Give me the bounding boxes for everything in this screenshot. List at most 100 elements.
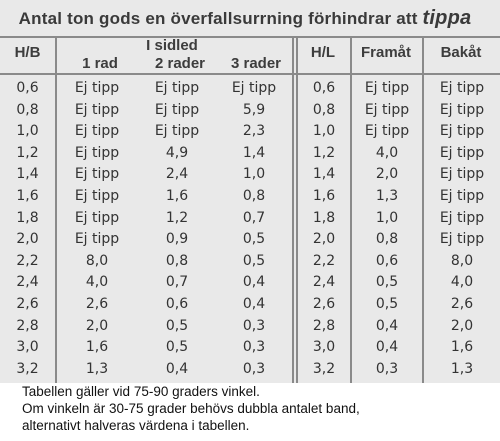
cell-hb: 2,8 bbox=[16, 317, 39, 334]
cell-hl: 1,0 bbox=[312, 123, 336, 140]
cell-hb: 0,6 bbox=[16, 80, 39, 96]
table-panel: Antal ton gods en överfallsurrning förhi… bbox=[0, 0, 500, 383]
cell-framat: Ej tipp bbox=[364, 80, 410, 96]
cell-hl: 1,2 bbox=[312, 144, 336, 161]
cell-hl: 2,6 bbox=[312, 296, 336, 312]
cell-1rad: Ej tipp bbox=[74, 166, 120, 183]
cell-hb: 1,8 bbox=[16, 209, 39, 226]
cell-3rader: 1,0 bbox=[242, 166, 266, 183]
cell-bakat: Ej tipp bbox=[439, 188, 485, 204]
divider-hb bbox=[55, 36, 57, 383]
divider-hl bbox=[350, 36, 352, 383]
title-emphasis: tippa bbox=[422, 7, 472, 29]
cell-hb: 3,0 bbox=[16, 339, 39, 356]
cell-framat: 0,5 bbox=[375, 274, 399, 291]
cell-hl: 3,0 bbox=[312, 339, 336, 356]
cell-bakat: 2,6 bbox=[450, 296, 474, 312]
cell-bakat: Ej tipp bbox=[439, 101, 485, 118]
cell-1rad: Ej tipp bbox=[74, 80, 120, 96]
header-sidled: I sidled bbox=[146, 37, 198, 54]
cell-bakat: Ej tipp bbox=[439, 80, 485, 96]
cell-framat: 2,0 bbox=[375, 166, 399, 183]
cell-1rad: 1,3 bbox=[85, 360, 109, 377]
cell-2rader: Ej tipp bbox=[154, 123, 200, 140]
cell-framat: 0,8 bbox=[375, 231, 399, 248]
cell-hb: 2,0 bbox=[16, 231, 39, 248]
cell-3rader: 0,3 bbox=[242, 360, 266, 377]
cell-framat: 1,3 bbox=[375, 188, 399, 204]
table-title: Antal ton gods en överfallsurrning förhi… bbox=[0, 0, 490, 36]
cell-1rad: Ej tipp bbox=[74, 123, 120, 140]
cell-bakat: Ej tipp bbox=[439, 144, 485, 161]
cell-2rader: 0,7 bbox=[165, 274, 189, 291]
cell-3rader: 2,3 bbox=[242, 123, 266, 140]
cell-3rader: 0,5 bbox=[242, 252, 266, 269]
divider-sidled-bakat bbox=[292, 36, 294, 383]
header-hl: H/L bbox=[310, 44, 336, 61]
cell-3rader: 0,3 bbox=[242, 317, 266, 334]
cell-2rader: Ej tipp bbox=[154, 101, 200, 118]
cell-2rader: 1,6 bbox=[165, 188, 189, 204]
cell-bakat: Ej tipp bbox=[439, 166, 485, 183]
cell-bakat: 8,0 bbox=[450, 252, 474, 269]
cell-framat: Ej tipp bbox=[364, 101, 410, 118]
caption-line-3: alternativt halveras värdena i tabellen. bbox=[22, 418, 250, 433]
cell-bakat: Ej tipp bbox=[439, 123, 485, 140]
cell-hb: 0,8 bbox=[16, 101, 39, 118]
cell-framat: 0,4 bbox=[375, 317, 399, 334]
cell-2rader: 1,2 bbox=[165, 209, 189, 226]
cell-hl: 1,6 bbox=[312, 188, 336, 204]
cell-3rader: 5,9 bbox=[242, 101, 266, 118]
header-2rader: 2 rader bbox=[154, 55, 206, 72]
cell-framat: Ej tipp bbox=[364, 123, 410, 140]
cell-1rad: 2,6 bbox=[85, 296, 109, 312]
cell-3rader: 0,4 bbox=[242, 296, 266, 312]
cell-2rader: 0,5 bbox=[165, 339, 189, 356]
cell-hl: 1,4 bbox=[312, 166, 336, 183]
cell-2rader: 0,4 bbox=[165, 360, 189, 377]
cell-2rader: 4,9 bbox=[165, 144, 189, 161]
cell-1rad: Ej tipp bbox=[74, 231, 120, 248]
cell-hb: 2,2 bbox=[16, 252, 39, 269]
cell-hl: 2,4 bbox=[312, 274, 336, 291]
cell-bakat: 1,6 bbox=[450, 339, 474, 356]
cell-2rader: 0,9 bbox=[165, 231, 189, 248]
cell-hl: 2,2 bbox=[312, 252, 336, 269]
cell-hl: 2,8 bbox=[312, 317, 336, 334]
cell-hl: 1,8 bbox=[312, 209, 336, 226]
cell-framat: 4,0 bbox=[375, 144, 399, 161]
cell-1rad: Ej tipp bbox=[74, 144, 120, 161]
cell-framat: 1,0 bbox=[375, 209, 399, 226]
header-bakat: Bakåt bbox=[440, 44, 482, 61]
cell-1rad: Ej tipp bbox=[74, 209, 120, 226]
cell-bakat: Ej tipp bbox=[439, 231, 485, 248]
header-hb: H/B bbox=[14, 44, 41, 61]
cell-1rad: 2,0 bbox=[85, 317, 109, 334]
cell-hl: 3,2 bbox=[312, 360, 336, 377]
cell-1rad: 1,6 bbox=[85, 339, 109, 356]
cell-3rader: 0,8 bbox=[242, 188, 266, 204]
cell-framat: 0,3 bbox=[375, 360, 399, 377]
cell-3rader: 0,7 bbox=[242, 209, 266, 226]
cell-3rader: 1,4 bbox=[242, 144, 266, 161]
cell-1rad: Ej tipp bbox=[74, 101, 120, 118]
cell-framat: 0,5 bbox=[375, 296, 399, 312]
cell-hl: 0,8 bbox=[312, 101, 336, 118]
title-divider bbox=[0, 36, 500, 38]
header-divider bbox=[0, 73, 500, 75]
cell-framat: 0,6 bbox=[375, 252, 399, 269]
caption-line-1: Tabellen gäller vid 75-90 graders vinkel… bbox=[22, 384, 260, 399]
cell-bakat: 4,0 bbox=[450, 274, 474, 291]
cell-hb: 3,2 bbox=[16, 360, 39, 377]
cell-hl: 0,6 bbox=[312, 80, 336, 96]
cell-3rader: 0,5 bbox=[242, 231, 266, 248]
cell-framat: 0,4 bbox=[375, 339, 399, 356]
cell-hb: 1,4 bbox=[16, 166, 39, 183]
cell-hb: 2,4 bbox=[16, 274, 39, 291]
title-text: Antal ton gods en överfallsurrning förhi… bbox=[18, 9, 418, 28]
cell-bakat: Ej tipp bbox=[439, 209, 485, 226]
cell-2rader: 0,6 bbox=[165, 296, 189, 312]
divider-framat bbox=[422, 36, 424, 383]
cell-2rader: 0,5 bbox=[165, 317, 189, 334]
cell-1rad: 4,0 bbox=[85, 274, 109, 291]
